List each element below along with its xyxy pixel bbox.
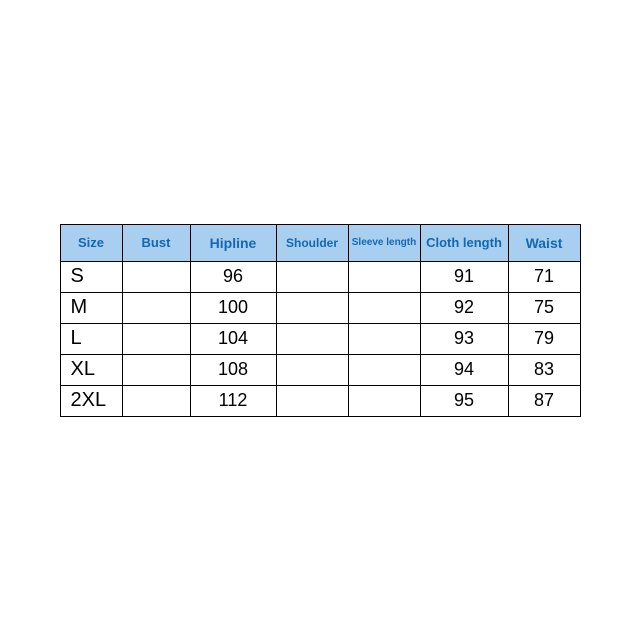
cell-size: S bbox=[60, 261, 122, 292]
header-waist: Waist bbox=[508, 224, 580, 261]
cell-sleeve-length bbox=[348, 354, 420, 385]
cell-shoulder bbox=[276, 323, 348, 354]
cell-hipline: 108 bbox=[190, 354, 276, 385]
cell-bust bbox=[122, 323, 190, 354]
cell-cloth-length: 94 bbox=[420, 354, 508, 385]
cell-size: L bbox=[60, 323, 122, 354]
cell-shoulder bbox=[276, 385, 348, 416]
table-row: M 100 92 75 bbox=[60, 292, 580, 323]
cell-cloth-length: 91 bbox=[420, 261, 508, 292]
table-header: Size Bust Hipline Shoulder Sleeve length… bbox=[60, 224, 580, 261]
cell-size: XL bbox=[60, 354, 122, 385]
table-row: L 104 93 79 bbox=[60, 323, 580, 354]
cell-bust bbox=[122, 261, 190, 292]
cell-hipline: 112 bbox=[190, 385, 276, 416]
cell-bust bbox=[122, 292, 190, 323]
cell-sleeve-length bbox=[348, 323, 420, 354]
table-row: XL 108 94 83 bbox=[60, 354, 580, 385]
cell-cloth-length: 92 bbox=[420, 292, 508, 323]
header-hipline: Hipline bbox=[190, 224, 276, 261]
cell-waist: 75 bbox=[508, 292, 580, 323]
cell-waist: 79 bbox=[508, 323, 580, 354]
header-size: Size bbox=[60, 224, 122, 261]
cell-cloth-length: 93 bbox=[420, 323, 508, 354]
cell-size: M bbox=[60, 292, 122, 323]
cell-shoulder bbox=[276, 261, 348, 292]
cell-sleeve-length bbox=[348, 292, 420, 323]
cell-hipline: 104 bbox=[190, 323, 276, 354]
cell-shoulder bbox=[276, 292, 348, 323]
cell-waist: 83 bbox=[508, 354, 580, 385]
cell-size: 2XL bbox=[60, 385, 122, 416]
cell-hipline: 100 bbox=[190, 292, 276, 323]
size-chart-table: Size Bust Hipline Shoulder Sleeve length… bbox=[60, 224, 581, 417]
header-row: Size Bust Hipline Shoulder Sleeve length… bbox=[60, 224, 580, 261]
cell-waist: 71 bbox=[508, 261, 580, 292]
table-body: S 96 91 71 M 100 92 75 L 104 bbox=[60, 261, 580, 416]
cell-bust bbox=[122, 385, 190, 416]
cell-shoulder bbox=[276, 354, 348, 385]
canvas: Size Bust Hipline Shoulder Sleeve length… bbox=[0, 0, 640, 640]
header-shoulder: Shoulder bbox=[276, 224, 348, 261]
cell-waist: 87 bbox=[508, 385, 580, 416]
header-bust: Bust bbox=[122, 224, 190, 261]
cell-hipline: 96 bbox=[190, 261, 276, 292]
cell-sleeve-length bbox=[348, 385, 420, 416]
table-row: 2XL 112 95 87 bbox=[60, 385, 580, 416]
table-row: S 96 91 71 bbox=[60, 261, 580, 292]
header-sleeve-length: Sleeve length bbox=[348, 224, 420, 261]
cell-cloth-length: 95 bbox=[420, 385, 508, 416]
cell-bust bbox=[122, 354, 190, 385]
header-cloth-length: Cloth length bbox=[420, 224, 508, 261]
cell-sleeve-length bbox=[348, 261, 420, 292]
